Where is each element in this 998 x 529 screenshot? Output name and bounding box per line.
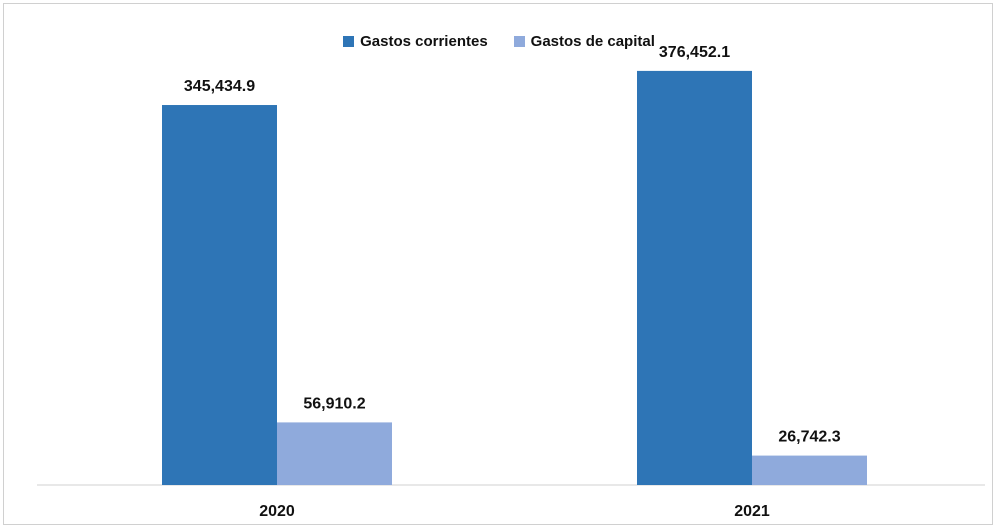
legend-label-gastos-corrientes: Gastos corrientes bbox=[360, 33, 488, 50]
legend-label-gastos-de-capital: Gastos de capital bbox=[530, 33, 655, 50]
legend-swatch-gastos-corrientes bbox=[343, 36, 355, 47]
legend-item-gastos-de-capital: Gastos de capital bbox=[513, 33, 655, 50]
bar-2020-series-0 bbox=[162, 105, 277, 485]
data-label-2020-series-1: 56,910.2 bbox=[303, 395, 365, 412]
data-label-2021-series-1: 26,742.3 bbox=[778, 429, 840, 446]
bar-2021-series-0 bbox=[637, 70, 752, 486]
legend: Gastos corrientes Gastos de capital bbox=[0, 33, 998, 50]
bar-2020-series-1 bbox=[277, 422, 392, 485]
legend-item-gastos-corrientes: Gastos corrientes bbox=[343, 33, 488, 50]
data-label-2021-series-0: 376,452.1 bbox=[659, 44, 730, 61]
data-label-2020-series-0: 345,434.9 bbox=[184, 78, 255, 95]
x-tick-label-2020: 2020 bbox=[259, 503, 295, 520]
x-tick-label-2021: 2021 bbox=[734, 503, 770, 520]
legend-swatch-gastos-de-capital bbox=[513, 36, 525, 47]
bar-2021-series-1 bbox=[752, 455, 867, 485]
